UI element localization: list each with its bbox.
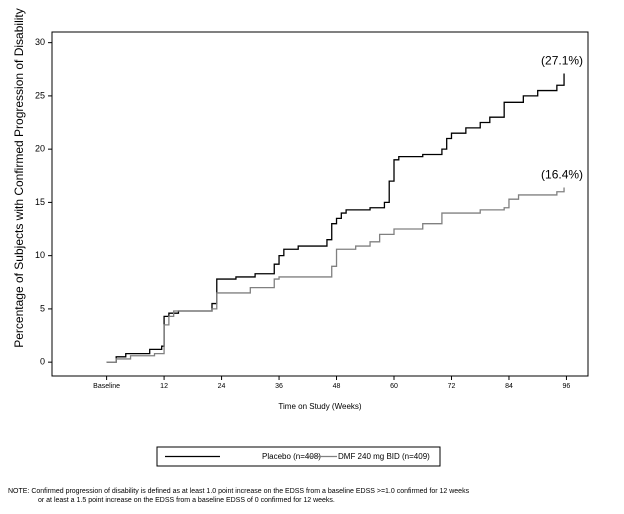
end-annotation: (16.4%) (541, 168, 583, 182)
x-tick-label: 24 (218, 383, 226, 390)
x-axis-title: Time on Study (Weeks) (278, 402, 361, 411)
y-tick-label: 15 (35, 197, 45, 207)
legend-box (156, 446, 441, 467)
x-tick-label: 48 (333, 383, 341, 390)
x-tick-label: Baseline (93, 383, 120, 390)
x-tick-label: 84 (505, 383, 513, 390)
y-tick-label: 5 (40, 303, 45, 313)
plot-frame (51, 31, 589, 377)
end-annotation: (27.1%) (541, 54, 583, 68)
x-tick-label: 12 (160, 383, 168, 390)
note-line: or at least a 1.5 point increase on the … (38, 497, 335, 504)
x-tick-label: 36 (275, 383, 283, 390)
y-axis-title: Percentage of Subjects with Confirmed Pr… (12, 8, 26, 348)
legend-label: DMF 240 mg BID (n=409) (338, 452, 430, 461)
y-tick-label: 30 (35, 37, 45, 47)
y-tick-label: 0 (40, 357, 45, 367)
x-tick-label: 60 (390, 383, 398, 390)
y-tick-label: 25 (35, 90, 45, 100)
km-curve (106, 187, 565, 363)
y-tick-label: 20 (35, 144, 45, 154)
legend-label: Placebo (n=408) (262, 452, 321, 461)
y-tick-label: 10 (35, 250, 45, 260)
km-curve (106, 73, 565, 363)
note-line: NOTE: Confirmed progression of disabilit… (8, 488, 470, 495)
x-tick-label: 72 (448, 383, 456, 390)
x-tick-label: 96 (563, 383, 571, 390)
